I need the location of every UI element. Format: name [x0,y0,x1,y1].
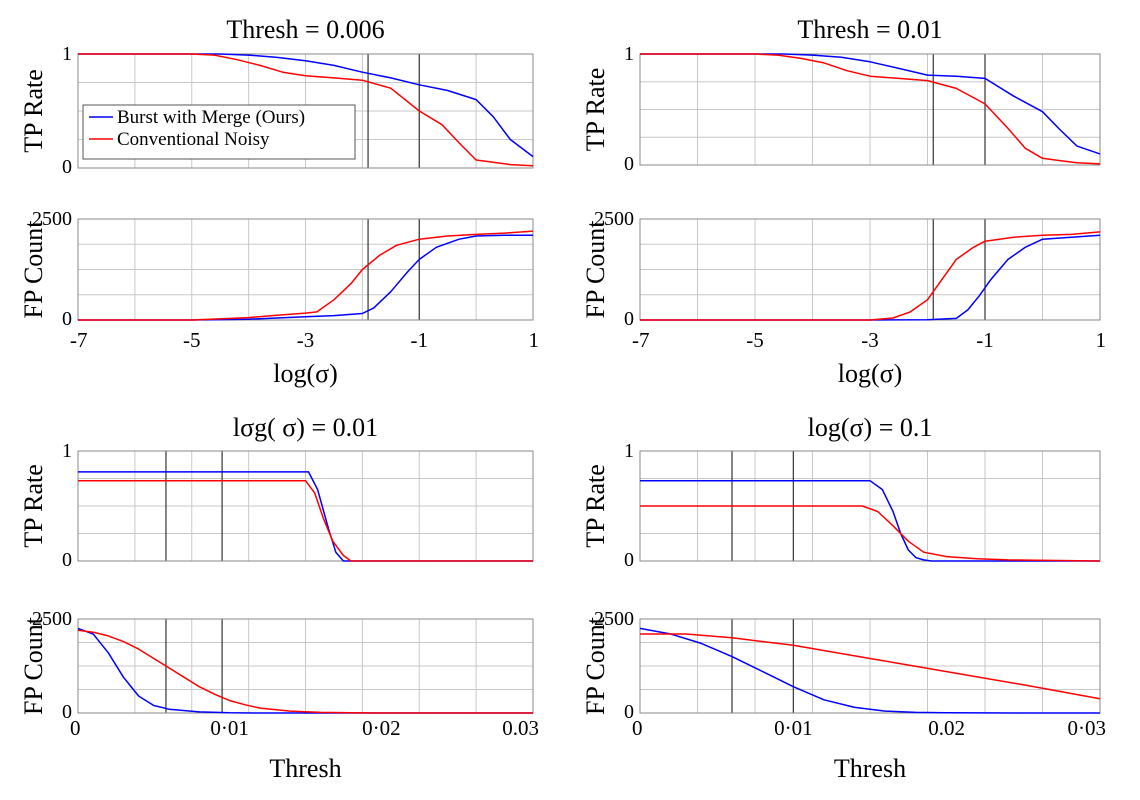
y-tick-label: 0 [624,308,634,330]
x-tick-label: 0·02 [362,716,401,740]
series-line-conventional-noisy [640,633,1101,700]
x-tick-label: 0·01 [210,716,249,740]
grid [640,219,1100,320]
grid [78,219,533,320]
top-panel: 0 1 TP Rate [581,43,1101,175]
series-line-burst-with-merge [78,234,533,321]
legend: Burst with Merge (Ours)Conventional Nois… [82,104,356,160]
x-tick-label: -7 [70,328,88,352]
y-tick-label: 2500 [32,608,72,630]
x-axis-label: Thresh [834,754,906,783]
series-line-conventional-noisy [640,505,1101,562]
y-axis-label: TP Rate [19,464,48,548]
y-axis-label: TP Rate [581,464,610,548]
x-tick-label: 0·01 [774,716,813,740]
series-line-conventional-noisy [77,629,533,714]
plot-frame [639,53,1101,166]
top-panel: 0 1 TP Rate [581,440,1101,571]
y-tick-label: 1 [624,440,634,462]
grid [78,619,533,713]
plot-frame [77,218,534,321]
y-tick-label: 2500 [32,208,72,230]
x-tick-label: -3 [861,328,879,352]
chart-title: lσg( σ) = 0.01 [233,413,378,442]
y-axis-label: TP Rate [581,68,610,152]
y-axis-label: FP Count [581,220,610,319]
series-line-conventional-noisy [78,53,534,167]
legend-entry: Burst with Merge (Ours) [117,107,305,128]
grid [640,619,1100,713]
y-tick-label: 0 [624,153,634,175]
y-tick-label: 0 [62,156,72,178]
plot-frame [639,618,1101,714]
y-tick-label: 1 [624,43,634,65]
y-tick-label: 2500 [594,608,634,630]
x-tick-label: 0·03 [1068,716,1107,740]
x-tick-label: -1 [411,328,429,352]
legend-box [82,104,356,160]
x-tick-label: -3 [297,328,315,352]
y-tick-label: 0 [624,701,634,723]
y-tick-label: 0 [62,701,72,723]
series-line-burst-with-merge [77,627,533,714]
plot-frame [77,450,534,562]
x-axis-label: log(σ) [273,359,338,388]
y-axis-label: FP Count [19,616,48,715]
y-axis-label: TP Rate [19,69,48,153]
series-line-burst-with-merge [78,471,533,562]
x-tick-label: 0 [70,716,81,740]
chart-title: Thresh = 0.01 [797,15,942,44]
grid [78,451,533,561]
top-panel: 0 1 TP Rate [19,440,534,571]
series-line-burst-with-merge [640,53,1101,155]
y-tick-label: 0 [62,308,72,330]
x-axis-label: Thresh [269,754,341,783]
x-tick-label: 1 [529,328,540,352]
x-tick-label: 1 [1096,328,1107,352]
series-line-conventional-noisy [78,230,534,321]
x-tick-label: -5 [183,328,201,352]
x-tick-label: 0.02 [928,716,965,740]
x-tick-label: -1 [976,328,994,352]
y-tick-label: 2500 [594,208,634,230]
x-tick-label: 0 [632,716,643,740]
legend-entry: Conventional Noisy [117,129,270,150]
y-tick-label: 1 [62,440,72,462]
y-tick-label: 1 [62,43,72,65]
series-line-conventional-noisy [640,53,1101,165]
x-tick-label: 0.03 [502,716,539,740]
x-axis-label: log(σ) [838,359,903,388]
series-line-conventional-noisy [640,231,1101,321]
series-line-burst-with-merge [639,627,1100,714]
y-axis-label: FP Count [19,220,48,319]
y-tick-label: 0 [624,549,634,571]
y-axis-label: FP Count [581,616,610,715]
chart-title: Thresh = 0.006 [226,15,384,44]
top-panel: 0 1 TP Rate [19,43,534,178]
plot-frame [77,53,534,169]
y-tick-label: 0 [62,549,72,571]
series-line-conventional-noisy [78,479,533,562]
series-line-burst-with-merge [78,53,534,158]
x-tick-label: -7 [632,328,650,352]
grid [640,54,1100,165]
chart-title: log(σ) = 0.1 [808,413,933,442]
x-tick-label: -5 [746,328,764,352]
